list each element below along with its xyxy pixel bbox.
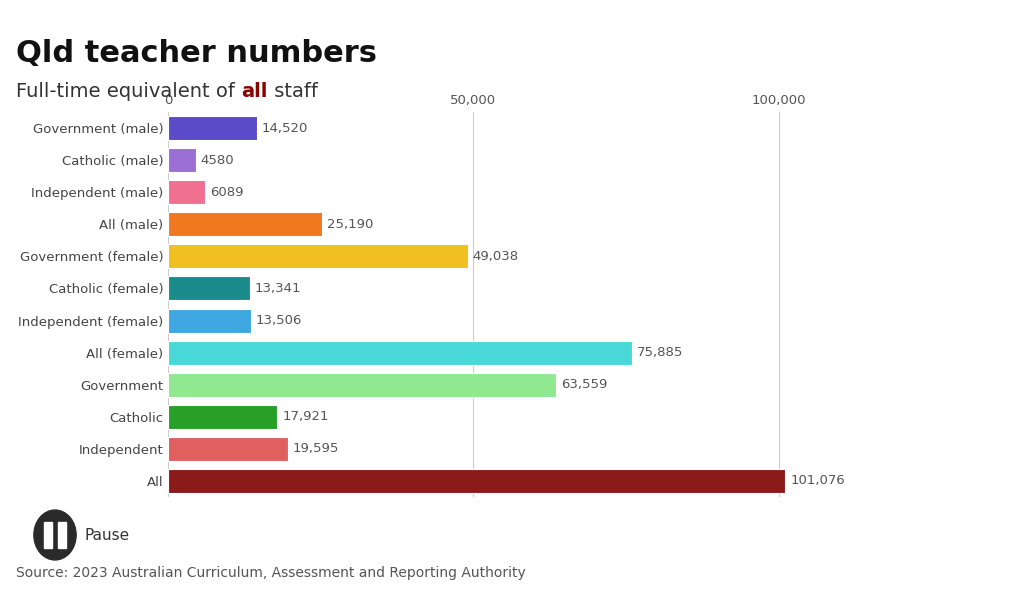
Bar — [168, 373, 555, 397]
Circle shape — [34, 510, 76, 560]
Text: all: all — [242, 82, 268, 101]
Text: 13,506: 13,506 — [255, 314, 302, 327]
Text: Full-time equivalent of: Full-time equivalent of — [16, 82, 242, 101]
Bar — [168, 437, 287, 461]
Text: 14,520: 14,520 — [261, 122, 308, 134]
Text: Source: 2023 Australian Curriculum, Assessment and Reporting Authority: Source: 2023 Australian Curriculum, Asse… — [16, 567, 526, 580]
Bar — [168, 148, 196, 172]
Text: 4580: 4580 — [201, 153, 234, 167]
Text: staff: staff — [268, 82, 317, 101]
Bar — [168, 180, 205, 204]
Text: 6089: 6089 — [210, 186, 244, 199]
Text: Qld teacher numbers: Qld teacher numbers — [16, 39, 377, 68]
Text: 25,190: 25,190 — [326, 218, 373, 231]
Bar — [44, 522, 52, 548]
Bar — [168, 469, 785, 493]
Bar — [168, 213, 322, 236]
Text: 13,341: 13,341 — [254, 282, 301, 295]
Bar — [168, 276, 250, 300]
Text: 17,921: 17,921 — [282, 410, 328, 423]
Bar — [168, 244, 467, 269]
Bar — [168, 309, 251, 333]
Text: 75,885: 75,885 — [636, 346, 682, 359]
Text: Pause: Pause — [85, 528, 130, 543]
Text: 49,038: 49,038 — [472, 250, 518, 263]
Text: 63,559: 63,559 — [560, 378, 607, 391]
Bar — [168, 341, 631, 365]
Text: 19,595: 19,595 — [292, 442, 338, 456]
Text: 101,076: 101,076 — [790, 475, 845, 488]
Bar — [58, 522, 66, 548]
Bar — [168, 116, 257, 140]
Bar — [168, 405, 277, 429]
